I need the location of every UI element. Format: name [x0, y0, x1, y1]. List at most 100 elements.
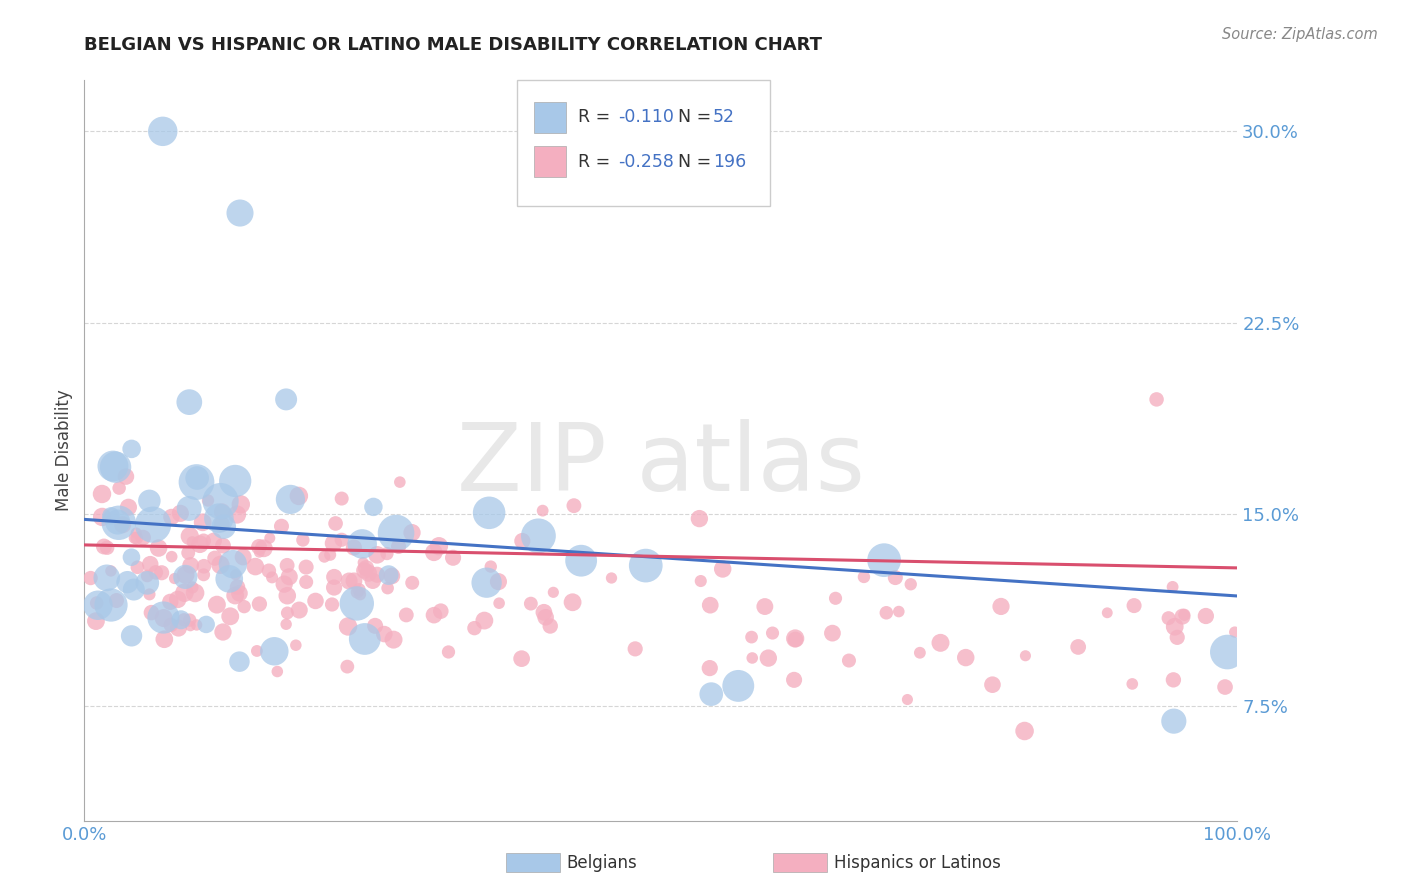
Point: [785, 632, 807, 646]
Point: [488, 596, 510, 610]
Point: [624, 641, 647, 656]
Point: [96, 541, 118, 555]
Point: [478, 506, 501, 520]
Point: [179, 395, 201, 409]
Point: [520, 597, 543, 611]
Point: [202, 533, 225, 548]
Point: [295, 574, 318, 589]
Point: [212, 519, 235, 533]
Point: [117, 500, 139, 515]
Point: [1213, 680, 1236, 694]
Point: [634, 558, 657, 573]
Point: [245, 559, 267, 574]
Point: [325, 516, 347, 531]
Point: [101, 458, 124, 473]
Point: [929, 636, 952, 650]
Point: [323, 581, 346, 595]
Point: [1223, 625, 1246, 640]
Point: [186, 471, 208, 485]
Point: [543, 585, 565, 599]
Point: [852, 570, 875, 584]
Point: [273, 577, 295, 591]
Point: [1171, 609, 1194, 624]
Point: [208, 511, 231, 525]
Text: Source: ZipAtlas.com: Source: ZipAtlas.com: [1222, 27, 1378, 42]
Point: [761, 626, 783, 640]
Point: [276, 392, 298, 407]
Point: [700, 687, 723, 701]
Point: [756, 651, 779, 665]
FancyBboxPatch shape: [517, 80, 770, 206]
Point: [288, 603, 311, 617]
Point: [337, 574, 360, 588]
Point: [343, 574, 366, 588]
Point: [247, 545, 270, 559]
Point: [229, 206, 252, 220]
Point: [141, 606, 163, 620]
Point: [169, 506, 191, 520]
Point: [212, 539, 235, 553]
Point: [276, 558, 298, 573]
Point: [1161, 580, 1184, 594]
Point: [1166, 631, 1188, 645]
Point: [233, 599, 256, 614]
Point: [224, 589, 246, 603]
Text: N =: N =: [678, 108, 717, 127]
Text: Hispanics or Latinos: Hispanics or Latinos: [834, 855, 1001, 872]
Point: [430, 604, 453, 618]
Point: [79, 571, 101, 585]
Point: [228, 586, 250, 600]
Point: [159, 595, 181, 609]
Point: [754, 599, 776, 614]
Point: [197, 493, 219, 508]
Point: [212, 625, 235, 640]
Point: [600, 571, 623, 585]
Point: [115, 469, 138, 483]
Point: [1173, 607, 1195, 622]
Point: [375, 547, 398, 561]
Point: [173, 585, 195, 599]
Point: [174, 570, 197, 584]
Point: [174, 568, 197, 582]
Point: [441, 550, 464, 565]
Point: [160, 510, 183, 524]
Point: [873, 553, 896, 567]
Point: [364, 619, 387, 633]
Point: [821, 626, 844, 640]
Point: [124, 531, 146, 545]
Point: [87, 599, 110, 613]
Point: [96, 571, 118, 585]
Y-axis label: Male Disability: Male Disability: [55, 390, 73, 511]
Bar: [534, 146, 567, 178]
Point: [1163, 714, 1185, 728]
Point: [291, 533, 314, 547]
Point: [211, 505, 233, 519]
Point: [562, 499, 585, 513]
Point: [179, 529, 201, 543]
Point: [247, 540, 270, 554]
Point: [531, 503, 554, 517]
Point: [352, 537, 374, 551]
Point: [377, 581, 399, 595]
Point: [824, 591, 846, 606]
Point: [107, 516, 129, 530]
Point: [259, 531, 281, 545]
Point: [357, 566, 380, 581]
Point: [304, 594, 326, 608]
Point: [322, 536, 344, 550]
Point: [381, 569, 404, 583]
Point: [955, 650, 977, 665]
Point: [163, 572, 186, 586]
Point: [900, 577, 922, 591]
Point: [838, 654, 860, 668]
Point: [177, 546, 200, 560]
Point: [219, 609, 242, 624]
Point: [427, 539, 450, 553]
Point: [276, 589, 298, 603]
Point: [284, 638, 307, 652]
Bar: [534, 102, 567, 133]
Point: [211, 517, 233, 532]
Point: [741, 630, 763, 644]
Point: [1216, 645, 1239, 659]
Text: -0.110: -0.110: [619, 108, 673, 127]
